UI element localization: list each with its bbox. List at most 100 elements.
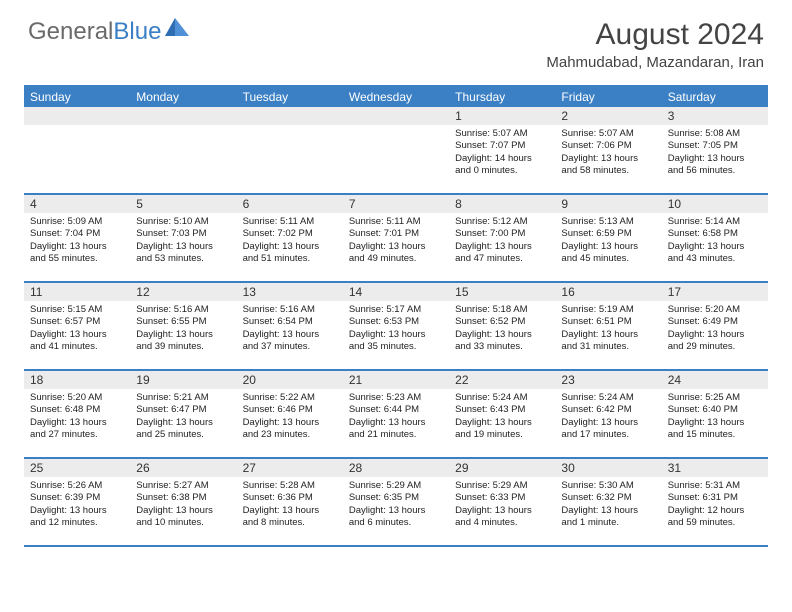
empty-daynum-bar xyxy=(343,107,449,125)
day-cell: 26Sunrise: 5:27 AMSunset: 6:38 PMDayligh… xyxy=(130,459,236,545)
week-row: 18Sunrise: 5:20 AMSunset: 6:48 PMDayligh… xyxy=(24,371,768,459)
day-number: 14 xyxy=(343,283,449,301)
day-cell xyxy=(237,107,343,193)
day-info: Sunrise: 5:20 AMSunset: 6:49 PMDaylight:… xyxy=(662,301,768,357)
empty-daynum-bar xyxy=(130,107,236,125)
day-info: Sunrise: 5:27 AMSunset: 6:38 PMDaylight:… xyxy=(130,477,236,533)
day-info: Sunrise: 5:28 AMSunset: 6:36 PMDaylight:… xyxy=(237,477,343,533)
empty-daynum-bar xyxy=(24,107,130,125)
day-info: Sunrise: 5:11 AMSunset: 7:02 PMDaylight:… xyxy=(237,213,343,269)
day-info: Sunrise: 5:23 AMSunset: 6:44 PMDaylight:… xyxy=(343,389,449,445)
location: Mahmudabad, Mazandaran, Iran xyxy=(546,54,764,71)
day-info: Sunrise: 5:14 AMSunset: 6:58 PMDaylight:… xyxy=(662,213,768,269)
weekday-header: Saturday xyxy=(662,87,768,107)
weeks-container: 1Sunrise: 5:07 AMSunset: 7:07 PMDaylight… xyxy=(24,107,768,547)
day-cell: 10Sunrise: 5:14 AMSunset: 6:58 PMDayligh… xyxy=(662,195,768,281)
day-info: Sunrise: 5:31 AMSunset: 6:31 PMDaylight:… xyxy=(662,477,768,533)
weekday-header: Monday xyxy=(130,87,236,107)
calendar: SundayMondayTuesdayWednesdayThursdayFrid… xyxy=(24,85,768,547)
day-number: 11 xyxy=(24,283,130,301)
day-cell: 7Sunrise: 5:11 AMSunset: 7:01 PMDaylight… xyxy=(343,195,449,281)
day-info: Sunrise: 5:09 AMSunset: 7:04 PMDaylight:… xyxy=(24,213,130,269)
day-info: Sunrise: 5:20 AMSunset: 6:48 PMDaylight:… xyxy=(24,389,130,445)
day-info: Sunrise: 5:26 AMSunset: 6:39 PMDaylight:… xyxy=(24,477,130,533)
empty-daynum-bar xyxy=(237,107,343,125)
day-cell xyxy=(24,107,130,193)
week-row: 11Sunrise: 5:15 AMSunset: 6:57 PMDayligh… xyxy=(24,283,768,371)
day-cell: 23Sunrise: 5:24 AMSunset: 6:42 PMDayligh… xyxy=(555,371,661,457)
day-cell: 4Sunrise: 5:09 AMSunset: 7:04 PMDaylight… xyxy=(24,195,130,281)
day-number: 22 xyxy=(449,371,555,389)
day-cell: 30Sunrise: 5:30 AMSunset: 6:32 PMDayligh… xyxy=(555,459,661,545)
weekday-header: Thursday xyxy=(449,87,555,107)
day-number: 5 xyxy=(130,195,236,213)
day-number: 21 xyxy=(343,371,449,389)
day-info: Sunrise: 5:12 AMSunset: 7:00 PMDaylight:… xyxy=(449,213,555,269)
title-block: August 2024 Mahmudabad, Mazandaran, Iran xyxy=(546,18,764,71)
day-number: 12 xyxy=(130,283,236,301)
logo-text-general: General xyxy=(28,18,113,45)
day-number: 15 xyxy=(449,283,555,301)
week-row: 1Sunrise: 5:07 AMSunset: 7:07 PMDaylight… xyxy=(24,107,768,195)
day-number: 20 xyxy=(237,371,343,389)
day-cell: 9Sunrise: 5:13 AMSunset: 6:59 PMDaylight… xyxy=(555,195,661,281)
day-info: Sunrise: 5:08 AMSunset: 7:05 PMDaylight:… xyxy=(662,125,768,181)
logo: GeneralBlue xyxy=(28,18,191,46)
header: GeneralBlue August 2024 Mahmudabad, Maza… xyxy=(0,0,792,79)
day-cell: 21Sunrise: 5:23 AMSunset: 6:44 PMDayligh… xyxy=(343,371,449,457)
day-number: 18 xyxy=(24,371,130,389)
day-number: 10 xyxy=(662,195,768,213)
day-number: 19 xyxy=(130,371,236,389)
day-cell: 20Sunrise: 5:22 AMSunset: 6:46 PMDayligh… xyxy=(237,371,343,457)
day-info: Sunrise: 5:16 AMSunset: 6:55 PMDaylight:… xyxy=(130,301,236,357)
weekday-header: Tuesday xyxy=(237,87,343,107)
day-cell: 1Sunrise: 5:07 AMSunset: 7:07 PMDaylight… xyxy=(449,107,555,193)
week-row: 4Sunrise: 5:09 AMSunset: 7:04 PMDaylight… xyxy=(24,195,768,283)
day-cell: 6Sunrise: 5:11 AMSunset: 7:02 PMDaylight… xyxy=(237,195,343,281)
day-info: Sunrise: 5:25 AMSunset: 6:40 PMDaylight:… xyxy=(662,389,768,445)
day-number: 2 xyxy=(555,107,661,125)
logo-text-blue: Blue xyxy=(113,18,161,45)
day-info: Sunrise: 5:15 AMSunset: 6:57 PMDaylight:… xyxy=(24,301,130,357)
week-row: 25Sunrise: 5:26 AMSunset: 6:39 PMDayligh… xyxy=(24,459,768,547)
day-cell: 12Sunrise: 5:16 AMSunset: 6:55 PMDayligh… xyxy=(130,283,236,369)
day-info: Sunrise: 5:19 AMSunset: 6:51 PMDaylight:… xyxy=(555,301,661,357)
day-number: 9 xyxy=(555,195,661,213)
day-cell: 3Sunrise: 5:08 AMSunset: 7:05 PMDaylight… xyxy=(662,107,768,193)
day-info: Sunrise: 5:24 AMSunset: 6:42 PMDaylight:… xyxy=(555,389,661,445)
day-number: 7 xyxy=(343,195,449,213)
weekday-header: Sunday xyxy=(24,87,130,107)
logo-icon xyxy=(165,18,191,43)
day-number: 23 xyxy=(555,371,661,389)
day-info: Sunrise: 5:18 AMSunset: 6:52 PMDaylight:… xyxy=(449,301,555,357)
day-cell: 28Sunrise: 5:29 AMSunset: 6:35 PMDayligh… xyxy=(343,459,449,545)
day-number: 31 xyxy=(662,459,768,477)
day-info: Sunrise: 5:07 AMSunset: 7:07 PMDaylight:… xyxy=(449,125,555,181)
weekday-header: Friday xyxy=(555,87,661,107)
day-number: 26 xyxy=(130,459,236,477)
day-number: 24 xyxy=(662,371,768,389)
weekday-header: Wednesday xyxy=(343,87,449,107)
day-info: Sunrise: 5:16 AMSunset: 6:54 PMDaylight:… xyxy=(237,301,343,357)
day-number: 8 xyxy=(449,195,555,213)
day-cell: 18Sunrise: 5:20 AMSunset: 6:48 PMDayligh… xyxy=(24,371,130,457)
day-cell: 22Sunrise: 5:24 AMSunset: 6:43 PMDayligh… xyxy=(449,371,555,457)
day-cell: 13Sunrise: 5:16 AMSunset: 6:54 PMDayligh… xyxy=(237,283,343,369)
day-number: 27 xyxy=(237,459,343,477)
day-number: 28 xyxy=(343,459,449,477)
day-number: 4 xyxy=(24,195,130,213)
day-cell: 31Sunrise: 5:31 AMSunset: 6:31 PMDayligh… xyxy=(662,459,768,545)
day-cell: 27Sunrise: 5:28 AMSunset: 6:36 PMDayligh… xyxy=(237,459,343,545)
day-info: Sunrise: 5:07 AMSunset: 7:06 PMDaylight:… xyxy=(555,125,661,181)
day-cell: 8Sunrise: 5:12 AMSunset: 7:00 PMDaylight… xyxy=(449,195,555,281)
day-info: Sunrise: 5:13 AMSunset: 6:59 PMDaylight:… xyxy=(555,213,661,269)
day-cell: 2Sunrise: 5:07 AMSunset: 7:06 PMDaylight… xyxy=(555,107,661,193)
day-cell: 15Sunrise: 5:18 AMSunset: 6:52 PMDayligh… xyxy=(449,283,555,369)
day-cell: 16Sunrise: 5:19 AMSunset: 6:51 PMDayligh… xyxy=(555,283,661,369)
day-number: 3 xyxy=(662,107,768,125)
day-info: Sunrise: 5:11 AMSunset: 7:01 PMDaylight:… xyxy=(343,213,449,269)
day-number: 29 xyxy=(449,459,555,477)
day-cell: 17Sunrise: 5:20 AMSunset: 6:49 PMDayligh… xyxy=(662,283,768,369)
day-info: Sunrise: 5:30 AMSunset: 6:32 PMDaylight:… xyxy=(555,477,661,533)
day-info: Sunrise: 5:24 AMSunset: 6:43 PMDaylight:… xyxy=(449,389,555,445)
